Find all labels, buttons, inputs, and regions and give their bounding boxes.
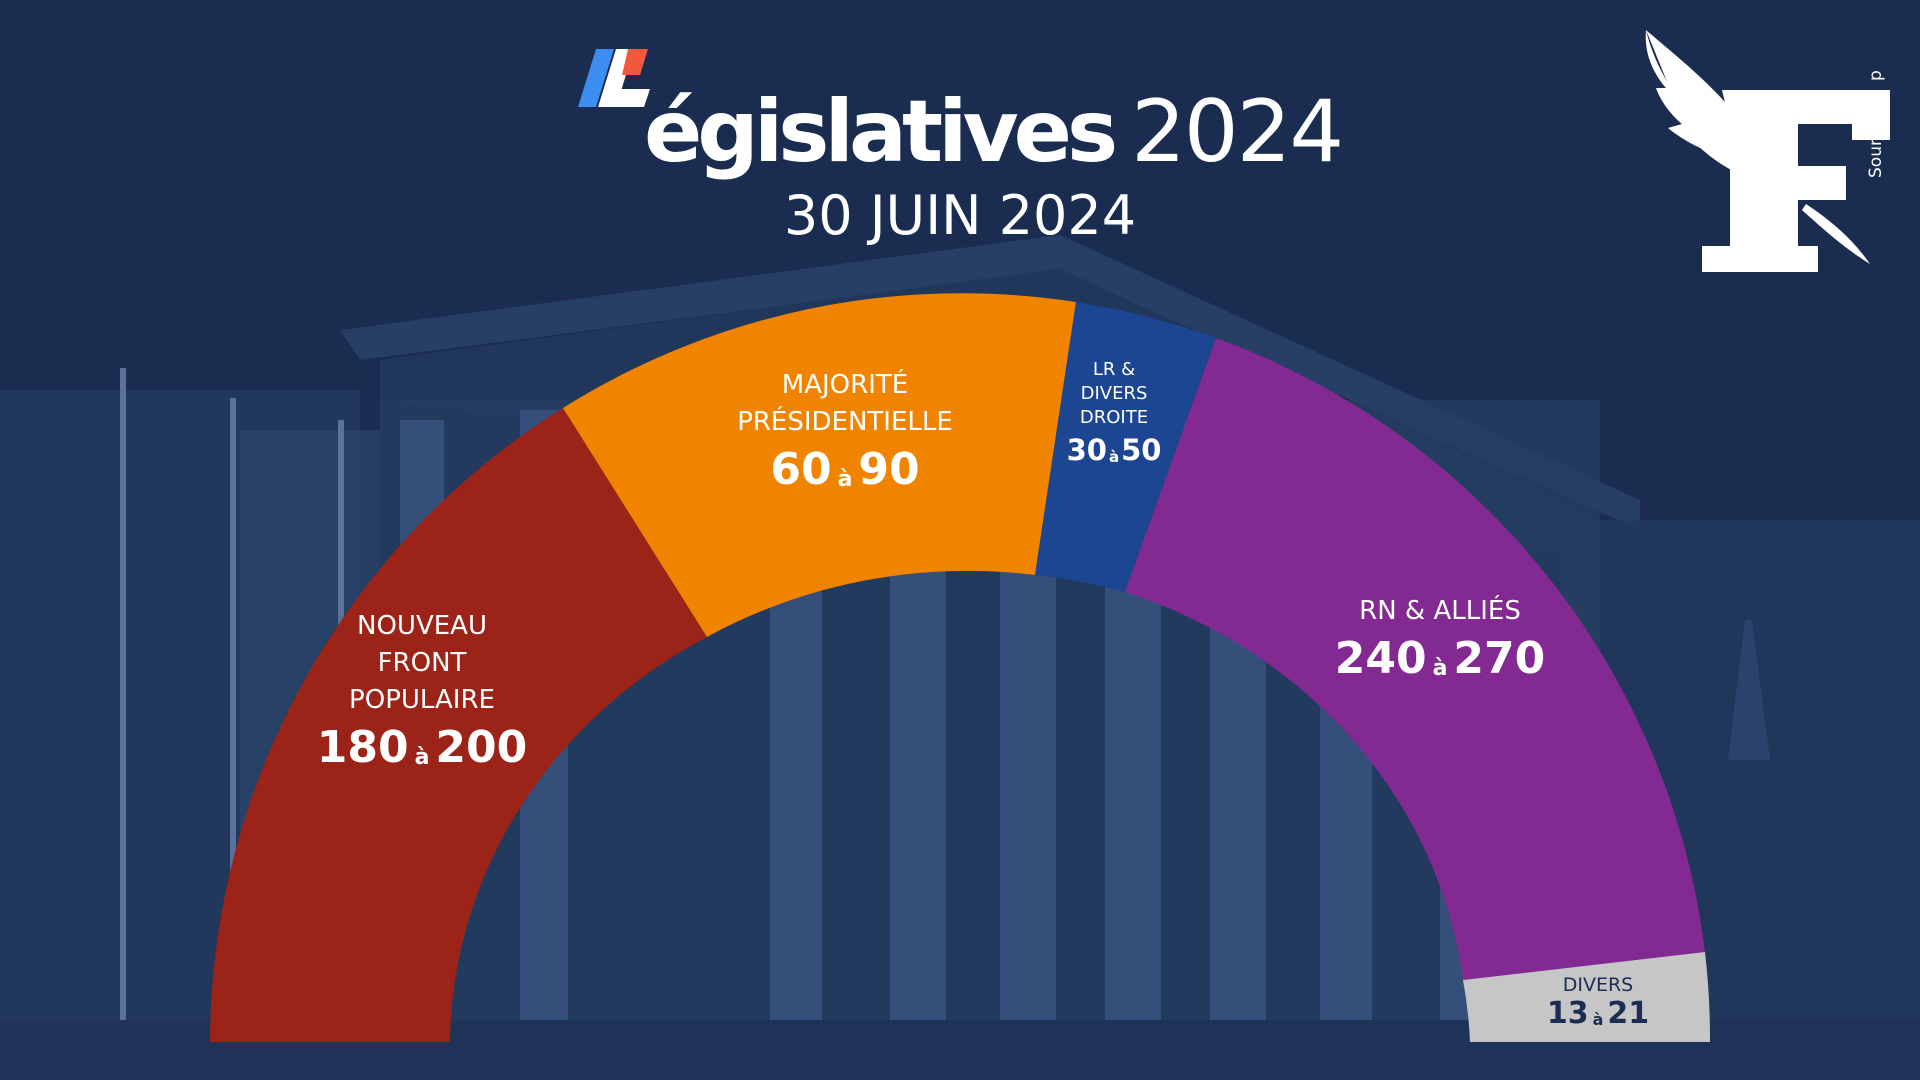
label-lr-line1: LR &: [1092, 359, 1136, 380]
title-word: égislatives: [643, 82, 1118, 182]
title-year: 2024: [1131, 82, 1344, 182]
label-lr-line3: DROITE: [1079, 407, 1149, 428]
range-rn: 240 à 270: [1334, 633, 1546, 684]
label-nfp-line3: POPULAIRE: [349, 685, 495, 715]
range-lr: 30 à50: [1066, 433, 1162, 467]
segment-nfp: [210, 408, 707, 1042]
legislatives-logo-icon: [577, 49, 650, 161]
segment-rn: [1125, 338, 1705, 980]
label-nfp-line2: FRONT: [377, 648, 467, 678]
label-lr: LR & DIVERS DROITE 30 à50: [1067, 358, 1162, 475]
segment-lr: [1035, 302, 1216, 592]
segment-majorite: [563, 293, 1076, 637]
label-majorite-line1: MAJORITÉ: [781, 370, 909, 400]
label-rn: RN & ALLIÉS 240 à 270: [1335, 593, 1546, 696]
date-label: 30 JUIN 2024: [783, 184, 1137, 247]
label-nfp-line1: NOUVEAU: [357, 611, 487, 641]
label-nfp: NOUVEAU FRONT POPULAIRE 180 à 200: [317, 608, 528, 785]
label-majorite: MAJORITÉ PRÉSIDENTIELLE 60 à 90: [737, 367, 953, 507]
range-divers: 13 à 21: [1546, 996, 1650, 1031]
le-figaro-logo-icon: [1645, 30, 1890, 272]
range-nfp: 180 à 200: [316, 722, 528, 773]
label-divers: DIVERS 13 à 21: [1547, 973, 1649, 1037]
label-majorite-line2: PRÉSIDENTIELLE: [737, 407, 953, 437]
source-credit: Sourp: [1866, 70, 1886, 178]
range-majorite: 60 à 90: [770, 444, 920, 495]
label-lr-line2: DIVERS: [1080, 383, 1148, 404]
label-rn-line1: RN & ALLIÉS: [1359, 596, 1521, 626]
page-title: égislatives 2024: [0, 49, 1920, 182]
label-divers-line1: DIVERS: [1562, 974, 1634, 996]
segment-divers: [1463, 952, 1711, 1042]
